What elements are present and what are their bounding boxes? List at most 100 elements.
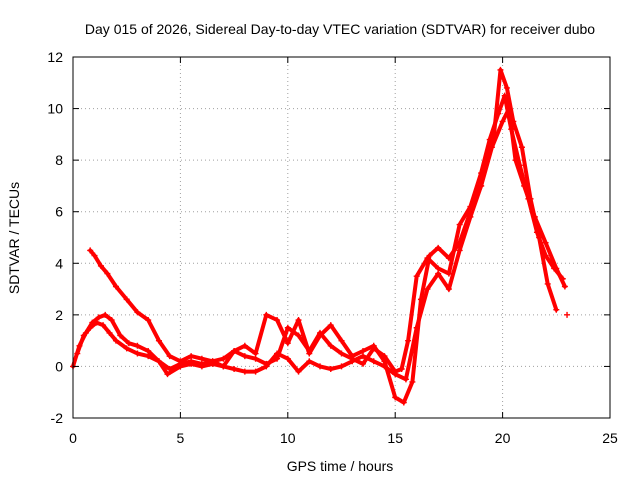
chart-title: Day 015 of 2026, Sidereal Day-to-day VTE… bbox=[85, 21, 595, 37]
trace-b-point bbox=[80, 332, 87, 339]
trace-b-point bbox=[413, 324, 420, 331]
trace-a-point bbox=[398, 366, 405, 373]
trace-b-point bbox=[106, 329, 113, 336]
trace-c-point bbox=[155, 337, 162, 344]
trace-a-point bbox=[274, 355, 281, 362]
trace-b-point bbox=[155, 358, 162, 365]
trace-b-point bbox=[349, 358, 356, 365]
trace-b-point bbox=[359, 353, 366, 360]
trace-b-point bbox=[93, 319, 100, 326]
trace-c-point bbox=[145, 317, 152, 324]
trace-b-point bbox=[488, 144, 495, 151]
trace-a-point bbox=[241, 353, 248, 360]
trace-b-point bbox=[241, 368, 248, 375]
trace-c-point bbox=[112, 283, 119, 290]
trace-c-point bbox=[104, 270, 111, 277]
trace-c-point bbox=[220, 363, 227, 370]
trace-a-point bbox=[95, 314, 102, 321]
trace-a-point bbox=[381, 353, 388, 360]
trace-a-point bbox=[145, 347, 152, 354]
trace-c-point bbox=[209, 358, 216, 365]
trace-b-point bbox=[402, 376, 409, 383]
trace-b-point bbox=[317, 363, 324, 370]
trace-a-point bbox=[486, 136, 493, 143]
trace-b-point bbox=[284, 355, 291, 362]
trace-c-point bbox=[87, 247, 94, 254]
trace-c-point bbox=[97, 262, 104, 269]
x-tick-label: 5 bbox=[177, 430, 185, 446]
trace-b-point bbox=[553, 265, 560, 272]
trace-c-point bbox=[91, 252, 98, 259]
data-traces bbox=[71, 67, 567, 405]
outlier-point bbox=[564, 311, 571, 318]
y-tick-label: 0 bbox=[55, 358, 63, 374]
trace-c-point bbox=[306, 350, 313, 357]
trace-c-point bbox=[188, 353, 195, 360]
trace-c-point bbox=[338, 337, 345, 344]
trace-b-point bbox=[198, 363, 205, 370]
trace-a-point bbox=[338, 350, 345, 357]
trace-c-point bbox=[123, 296, 130, 303]
trace-c-point bbox=[134, 309, 141, 316]
trace-a-point bbox=[252, 355, 259, 362]
trace-b-point bbox=[177, 363, 184, 370]
trace-a-point bbox=[516, 162, 523, 169]
trace-b-point bbox=[295, 368, 302, 375]
trace-b-point bbox=[499, 118, 506, 125]
trace-b-point bbox=[424, 286, 431, 293]
trace-a-point bbox=[495, 110, 502, 117]
trace-b-point bbox=[467, 213, 474, 220]
trace-a-point bbox=[284, 324, 291, 331]
trace-b-point bbox=[263, 363, 270, 370]
trace-b-point bbox=[435, 270, 442, 277]
trace-b-point bbox=[74, 350, 81, 357]
y-tick-label: 2 bbox=[55, 307, 63, 323]
trace-c-point bbox=[409, 378, 416, 385]
y-tick-label: 10 bbox=[47, 101, 63, 117]
trace-c-point bbox=[456, 239, 463, 246]
trace-a-point bbox=[327, 342, 334, 349]
trace-b-point bbox=[252, 368, 259, 375]
trace-c-point bbox=[317, 332, 324, 339]
y-tick-label: -2 bbox=[51, 410, 64, 426]
trace-a-point bbox=[501, 92, 508, 99]
trace-c-point bbox=[274, 317, 281, 324]
trace-a-point bbox=[125, 340, 132, 347]
trace-a-point bbox=[559, 275, 566, 282]
trace-c-point bbox=[417, 296, 424, 303]
trace-c-point bbox=[370, 342, 377, 349]
trace-c-point bbox=[544, 280, 551, 287]
trace-b-point bbox=[145, 353, 152, 360]
trace-a-point bbox=[76, 342, 83, 349]
trace-b-point bbox=[445, 286, 452, 293]
trace-c-point bbox=[426, 252, 433, 259]
x-axis-label: GPS time / hours bbox=[287, 458, 394, 474]
trace-c-point bbox=[349, 353, 356, 360]
x-tick-label: 0 bbox=[69, 430, 77, 446]
trace-b-point bbox=[231, 366, 238, 373]
trace-a-point bbox=[405, 337, 412, 344]
trace-c-point bbox=[510, 118, 517, 125]
x-tick-label: 10 bbox=[280, 430, 296, 446]
trace-a-point bbox=[467, 203, 474, 210]
trace-b-point bbox=[561, 283, 568, 290]
trace-b-point bbox=[392, 371, 399, 378]
trace-c-point bbox=[327, 322, 334, 329]
trace-a-point bbox=[456, 221, 463, 228]
trace-a-point bbox=[445, 270, 452, 277]
trace-a-point bbox=[108, 317, 115, 324]
trace-a-point bbox=[478, 170, 485, 177]
trace-a-point bbox=[166, 366, 173, 373]
trace-c-point bbox=[497, 66, 504, 73]
trace-b-point bbox=[381, 363, 388, 370]
trace-c-point bbox=[166, 353, 173, 360]
trace-c-point bbox=[518, 144, 525, 151]
trace-a-point bbox=[220, 355, 227, 362]
trace-c-point bbox=[252, 350, 259, 357]
trace-c-point bbox=[553, 306, 560, 313]
x-tick-label: 20 bbox=[495, 430, 511, 446]
trace-b-point bbox=[164, 371, 171, 378]
trace-b-point bbox=[531, 213, 538, 220]
trace-b-point bbox=[456, 247, 463, 254]
